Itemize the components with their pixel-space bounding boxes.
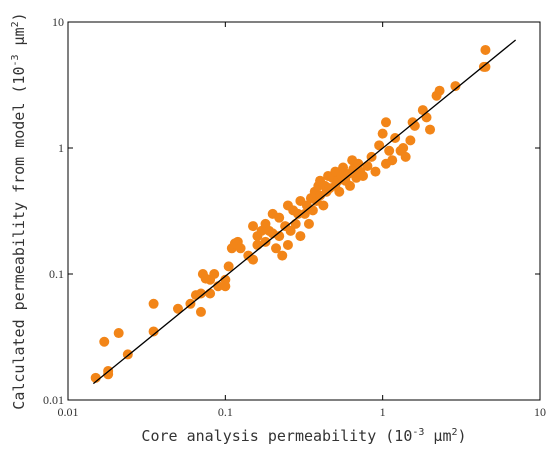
x-axis-title: Core analysis permeability (10-3 μm2)	[141, 427, 466, 445]
data-point	[277, 250, 288, 261]
data-point	[425, 124, 436, 135]
data-point	[387, 155, 398, 166]
data-point	[345, 180, 356, 191]
data-point	[113, 328, 124, 339]
data-point	[307, 205, 318, 216]
y-axis-title: Calculated permeability from model (10-3…	[10, 12, 28, 409]
data-point	[209, 269, 220, 279]
fit-line	[92, 39, 517, 385]
data-point	[299, 208, 310, 219]
data-point	[405, 135, 416, 146]
data-point	[148, 326, 159, 337]
data-point	[434, 85, 445, 96]
data-point	[99, 336, 110, 347]
x-tick-label: 10	[534, 405, 546, 419]
data-point	[381, 117, 392, 128]
data-point	[220, 281, 231, 292]
data-point	[374, 140, 385, 151]
axis-ticks: 0.01 0.1 1 10 0.01 0.1 1 10	[43, 15, 546, 419]
y-tick-label: 10	[52, 15, 64, 29]
x-tick-label: 0.1	[218, 405, 233, 419]
x-tick-label: 0.01	[58, 405, 79, 419]
data-point	[290, 218, 301, 229]
data-point	[295, 231, 306, 242]
data-point	[223, 261, 234, 272]
y-tick-label: 1	[58, 141, 64, 155]
data-point	[195, 306, 206, 317]
data-point	[282, 239, 293, 250]
data-point	[318, 200, 329, 211]
data-point	[248, 221, 259, 232]
y-tick-label: 0.1	[49, 267, 64, 281]
data-point	[172, 303, 183, 314]
data-point	[400, 151, 411, 162]
data-point	[480, 61, 491, 72]
data-point	[195, 288, 206, 299]
data-point	[334, 186, 345, 197]
data-point	[235, 243, 246, 254]
y-tick-label: 0.01	[43, 393, 64, 407]
data-point	[377, 128, 388, 139]
data-point	[450, 81, 461, 92]
data-point	[303, 218, 314, 229]
data-point	[358, 170, 369, 181]
data-point	[148, 298, 159, 309]
data-point	[370, 166, 381, 177]
data-point	[421, 112, 432, 123]
data-point	[271, 243, 282, 254]
data-point	[248, 254, 259, 265]
data-point	[205, 288, 216, 299]
data-point	[285, 225, 296, 236]
data-point	[398, 143, 409, 153]
data-point	[274, 212, 285, 223]
data-point	[260, 236, 271, 247]
data-point	[362, 160, 373, 171]
data-point	[384, 145, 395, 156]
data-point	[480, 44, 491, 55]
x-tick-label: 1	[380, 405, 386, 419]
